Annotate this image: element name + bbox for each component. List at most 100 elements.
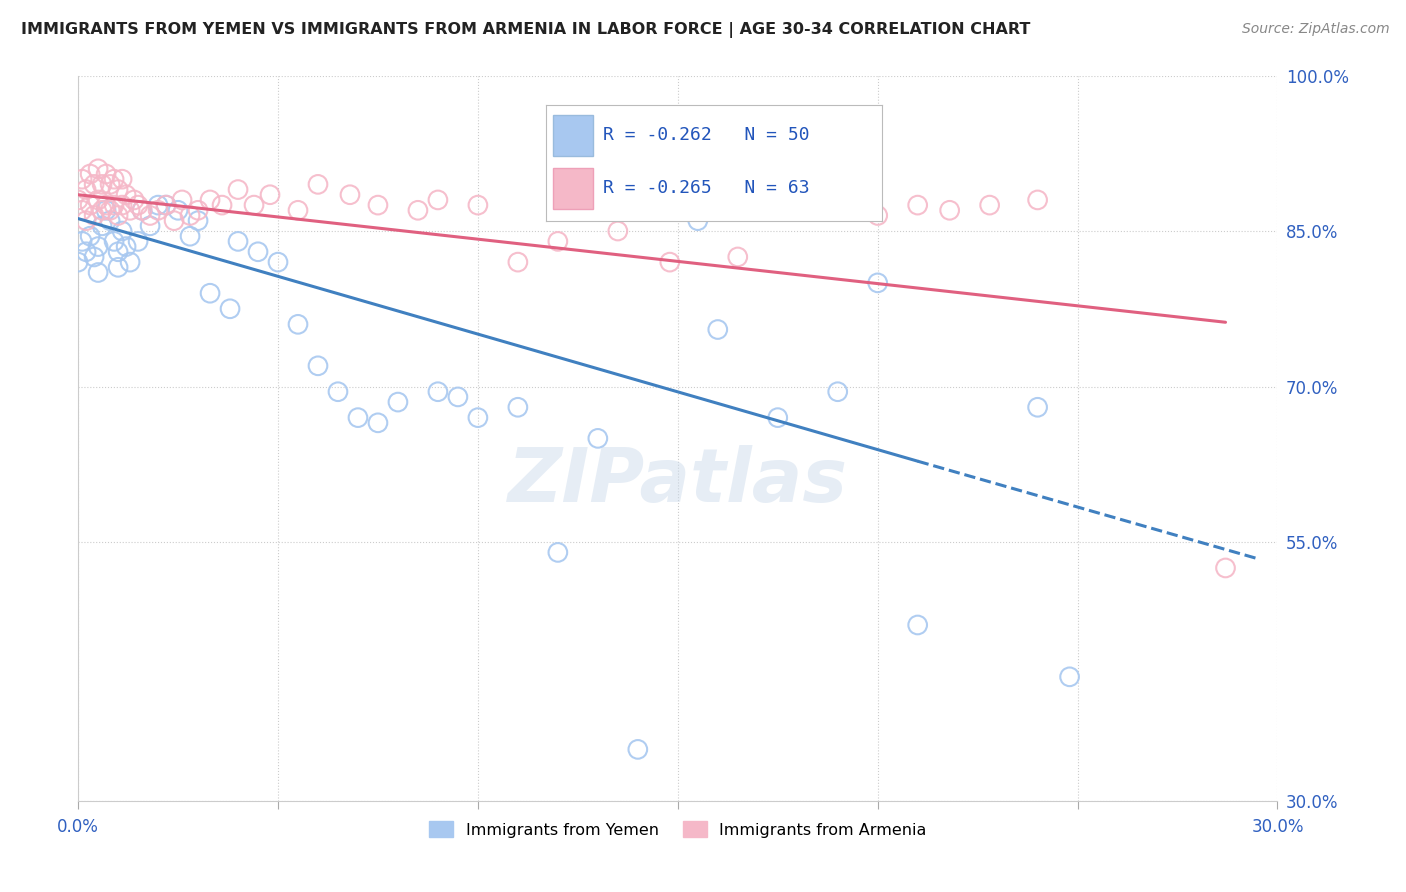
Point	[127, 198, 149, 212]
Point	[83, 209, 105, 223]
Point	[67, 193, 90, 207]
Point	[307, 178, 329, 192]
Point	[287, 203, 309, 218]
Point	[179, 229, 201, 244]
Point	[835, 183, 858, 197]
Point	[707, 322, 730, 336]
Point	[307, 359, 329, 373]
Point	[79, 167, 101, 181]
Point	[75, 183, 97, 197]
Point	[120, 203, 142, 218]
Point	[83, 178, 105, 192]
Point	[467, 198, 489, 212]
Point	[547, 235, 569, 249]
Point	[179, 209, 201, 223]
Point	[115, 187, 138, 202]
Point	[155, 198, 177, 212]
Point	[67, 255, 90, 269]
Text: Source: ZipAtlas.com: Source: ZipAtlas.com	[1241, 22, 1389, 37]
Point	[139, 219, 162, 233]
Point	[426, 384, 449, 399]
Point	[70, 172, 93, 186]
Point	[127, 235, 149, 249]
Point	[187, 203, 209, 218]
Point	[827, 384, 849, 399]
Point	[247, 244, 270, 259]
Point	[807, 193, 830, 207]
Point	[267, 255, 290, 269]
Point	[506, 401, 529, 415]
Text: IMMIGRANTS FROM YEMEN VS IMMIGRANTS FROM ARMENIA IN LABOR FORCE | AGE 30-34 CORR: IMMIGRANTS FROM YEMEN VS IMMIGRANTS FROM…	[21, 22, 1031, 38]
Point	[406, 203, 429, 218]
Point	[87, 265, 110, 279]
Point	[866, 209, 889, 223]
Point	[979, 198, 1001, 212]
Point	[339, 187, 361, 202]
Point	[70, 235, 93, 249]
Point	[170, 193, 193, 207]
Point	[226, 235, 249, 249]
Point	[146, 198, 169, 212]
Point	[98, 203, 121, 218]
Point	[367, 198, 389, 212]
Point	[155, 198, 177, 212]
Point	[94, 203, 117, 218]
Point	[87, 161, 110, 176]
Point	[75, 213, 97, 227]
Point	[779, 193, 801, 207]
Point	[658, 255, 681, 269]
Point	[387, 395, 409, 409]
Point	[506, 255, 529, 269]
Point	[75, 244, 97, 259]
Point	[259, 187, 281, 202]
Point	[70, 203, 93, 218]
Point	[467, 410, 489, 425]
Point	[94, 167, 117, 181]
Point	[1215, 561, 1237, 575]
Point	[167, 203, 190, 218]
Point	[547, 545, 569, 559]
Point	[111, 198, 134, 212]
Point	[146, 203, 169, 218]
Point	[107, 260, 129, 275]
Point	[139, 209, 162, 223]
Point	[326, 384, 349, 399]
Point	[766, 410, 789, 425]
Point	[686, 213, 709, 227]
Point	[1026, 401, 1049, 415]
Point	[107, 183, 129, 197]
Point	[103, 198, 125, 212]
Point	[103, 235, 125, 249]
Point	[866, 276, 889, 290]
Point	[586, 431, 609, 445]
Point	[120, 255, 142, 269]
Point	[163, 213, 186, 227]
Point	[91, 178, 114, 192]
Point	[938, 203, 960, 218]
Point	[606, 224, 628, 238]
Point	[91, 203, 114, 218]
Point	[83, 250, 105, 264]
Point	[87, 193, 110, 207]
Point	[1026, 193, 1049, 207]
Point	[131, 203, 153, 218]
Point	[103, 172, 125, 186]
Point	[107, 209, 129, 223]
Point	[111, 224, 134, 238]
Point	[91, 219, 114, 233]
Point	[79, 229, 101, 244]
Point	[79, 198, 101, 212]
Point	[707, 198, 730, 212]
Point	[243, 198, 266, 212]
Point	[198, 193, 221, 207]
Point	[187, 213, 209, 227]
Point	[198, 286, 221, 301]
Point	[367, 416, 389, 430]
Point	[287, 318, 309, 332]
Point	[727, 250, 749, 264]
Point	[98, 213, 121, 227]
Point	[447, 390, 470, 404]
Point	[131, 203, 153, 218]
Point	[111, 172, 134, 186]
Point	[211, 198, 233, 212]
